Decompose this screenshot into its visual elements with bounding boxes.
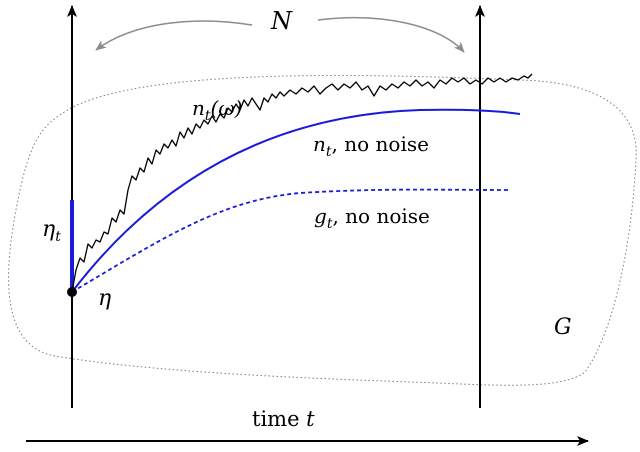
region-G-boundary <box>8 75 637 386</box>
label-time: time t <box>252 407 315 431</box>
label-G: G <box>554 315 572 340</box>
label-g-no-noise: gt, no noise <box>314 204 430 232</box>
label-eta-t: ηt <box>42 217 61 245</box>
curved-arrow-right <box>317 16 465 53</box>
label-eta: η <box>98 286 111 311</box>
n-t-omega-path <box>71 73 533 293</box>
label-N: N <box>270 7 293 35</box>
eta-point <box>67 287 77 297</box>
label-n-omega: nt(ω) <box>192 96 242 124</box>
curved-arrow-left <box>95 20 253 51</box>
g-t-curve <box>71 188 511 293</box>
label-n-no-noise: nt, no noise <box>313 132 429 160</box>
n-t-curve <box>71 108 521 293</box>
